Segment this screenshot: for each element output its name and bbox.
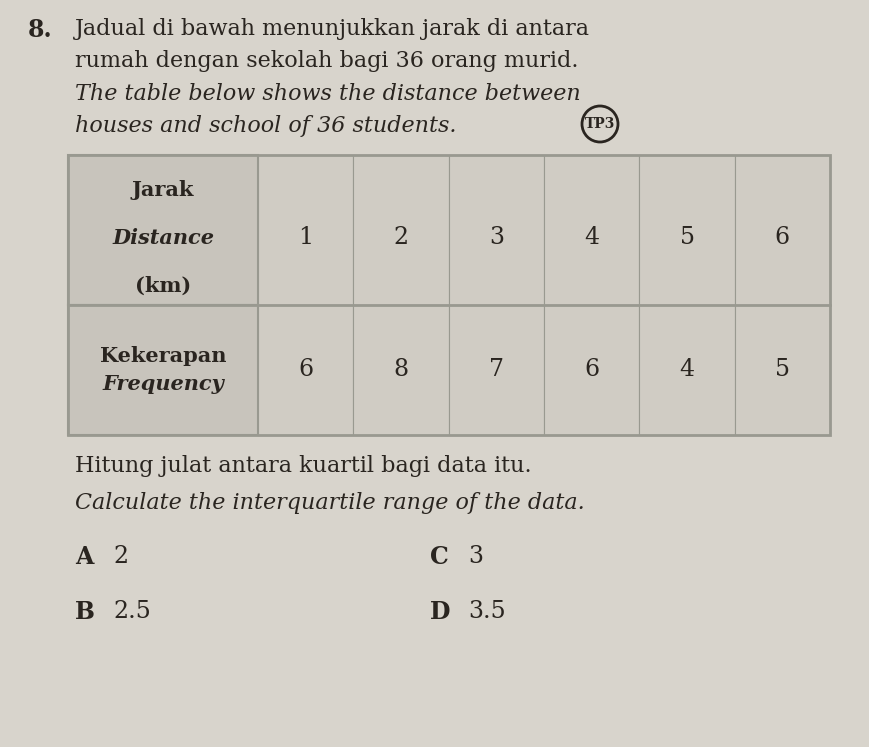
Bar [68, 155, 258, 305]
Text: 4: 4 [584, 226, 600, 249]
Text: Calculate the interquartile range of the data.: Calculate the interquartile range of the… [75, 492, 585, 514]
Bar [544, 155, 640, 305]
Bar [448, 155, 544, 305]
Bar [68, 155, 830, 435]
Text: 2: 2 [394, 226, 408, 249]
Text: houses and school of 36 students.: houses and school of 36 students. [75, 115, 456, 137]
Text: 2: 2 [113, 545, 128, 568]
Text: 3.5: 3.5 [468, 600, 506, 623]
Text: B: B [75, 600, 95, 624]
Text: 1: 1 [298, 226, 313, 249]
Bar [68, 305, 258, 435]
Text: 8: 8 [394, 359, 408, 382]
Text: 3: 3 [489, 226, 504, 249]
Text: 2.5: 2.5 [113, 600, 150, 623]
Text: 6: 6 [584, 359, 600, 382]
Text: A: A [75, 545, 93, 569]
Bar [734, 155, 830, 305]
Text: Hitung julat antara kuartil bagi data itu.: Hitung julat antara kuartil bagi data it… [75, 455, 532, 477]
Text: Frequency: Frequency [103, 374, 224, 394]
Text: Jadual di bawah menunjukkan jarak di antara: Jadual di bawah menunjukkan jarak di ant… [75, 18, 590, 40]
Text: C: C [430, 545, 448, 569]
Bar [258, 305, 354, 435]
Text: D: D [430, 600, 450, 624]
Bar [354, 155, 448, 305]
Text: The table below shows the distance between: The table below shows the distance betwe… [75, 83, 580, 105]
Text: rumah dengan sekolah bagi 36 orang murid.: rumah dengan sekolah bagi 36 orang murid… [75, 50, 579, 72]
Text: Kekerapan: Kekerapan [100, 346, 226, 366]
Text: 6: 6 [775, 226, 790, 249]
Text: 4: 4 [680, 359, 694, 382]
Text: 3: 3 [468, 545, 483, 568]
Bar [734, 305, 830, 435]
Text: 8.: 8. [28, 18, 53, 42]
Text: (km): (km) [135, 276, 191, 296]
Bar [448, 305, 544, 435]
Text: 7: 7 [489, 359, 504, 382]
Text: TP3: TP3 [585, 117, 615, 131]
Bar [640, 305, 734, 435]
Text: 5: 5 [775, 359, 790, 382]
Bar [640, 155, 734, 305]
Text: 5: 5 [680, 226, 694, 249]
Text: Distance: Distance [112, 228, 214, 248]
Text: Jarak: Jarak [132, 180, 194, 200]
Bar [544, 305, 640, 435]
Bar [258, 155, 354, 305]
Text: 6: 6 [298, 359, 313, 382]
Bar [354, 305, 448, 435]
